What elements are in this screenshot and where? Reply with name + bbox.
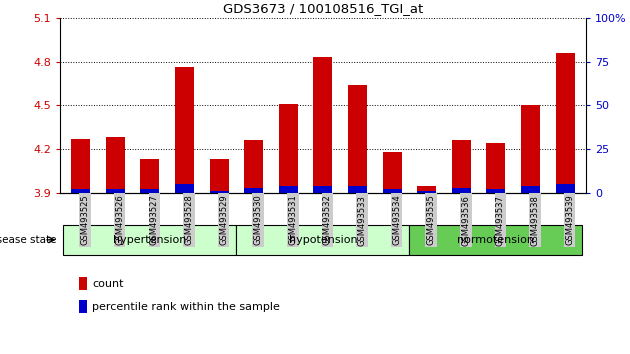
Title: GDS3673 / 100108516_TGI_at: GDS3673 / 100108516_TGI_at xyxy=(223,2,423,15)
Bar xyxy=(71,139,90,193)
Bar xyxy=(382,152,401,193)
Text: GSM493526: GSM493526 xyxy=(115,195,124,245)
Bar xyxy=(417,191,436,193)
Bar xyxy=(348,186,367,193)
Bar xyxy=(278,186,298,193)
Bar xyxy=(313,186,333,193)
Text: count: count xyxy=(92,279,123,289)
Bar xyxy=(140,159,159,193)
Bar xyxy=(521,186,540,193)
Text: GSM493527: GSM493527 xyxy=(150,195,159,245)
Bar xyxy=(556,53,575,193)
Bar xyxy=(452,141,471,193)
Bar xyxy=(348,85,367,193)
Text: hypotension: hypotension xyxy=(289,235,357,245)
Text: hypertension: hypertension xyxy=(113,235,186,245)
Bar xyxy=(556,184,575,193)
Bar xyxy=(106,137,125,193)
Bar xyxy=(278,104,298,193)
Bar xyxy=(175,184,194,193)
Text: GSM493525: GSM493525 xyxy=(81,195,89,245)
Text: GSM493532: GSM493532 xyxy=(323,195,332,245)
Bar xyxy=(486,189,505,193)
Text: percentile rank within the sample: percentile rank within the sample xyxy=(92,302,280,312)
Bar xyxy=(452,188,471,193)
Bar xyxy=(244,141,263,193)
Bar xyxy=(382,189,401,193)
Text: GSM493528: GSM493528 xyxy=(185,195,193,245)
Text: GSM493533: GSM493533 xyxy=(357,195,367,246)
Bar xyxy=(417,185,436,193)
Bar xyxy=(210,191,229,193)
Bar xyxy=(486,143,505,193)
Text: disease state: disease state xyxy=(0,235,57,245)
Bar xyxy=(244,188,263,193)
Text: GSM493539: GSM493539 xyxy=(565,195,574,245)
Bar xyxy=(175,67,194,193)
Text: GSM493535: GSM493535 xyxy=(427,195,436,245)
Text: normotension: normotension xyxy=(457,235,534,245)
Bar xyxy=(106,189,125,193)
Bar xyxy=(210,159,229,193)
Text: GSM493536: GSM493536 xyxy=(461,195,471,246)
Bar xyxy=(140,189,159,193)
Bar xyxy=(313,57,333,193)
Text: GSM493538: GSM493538 xyxy=(530,195,539,246)
Text: GSM493530: GSM493530 xyxy=(254,195,263,245)
Text: GSM493529: GSM493529 xyxy=(219,195,228,245)
Bar xyxy=(71,189,90,193)
Text: GSM493534: GSM493534 xyxy=(392,195,401,245)
Text: GSM493537: GSM493537 xyxy=(496,195,505,246)
Text: GSM493531: GSM493531 xyxy=(289,195,297,245)
Bar xyxy=(521,105,540,193)
